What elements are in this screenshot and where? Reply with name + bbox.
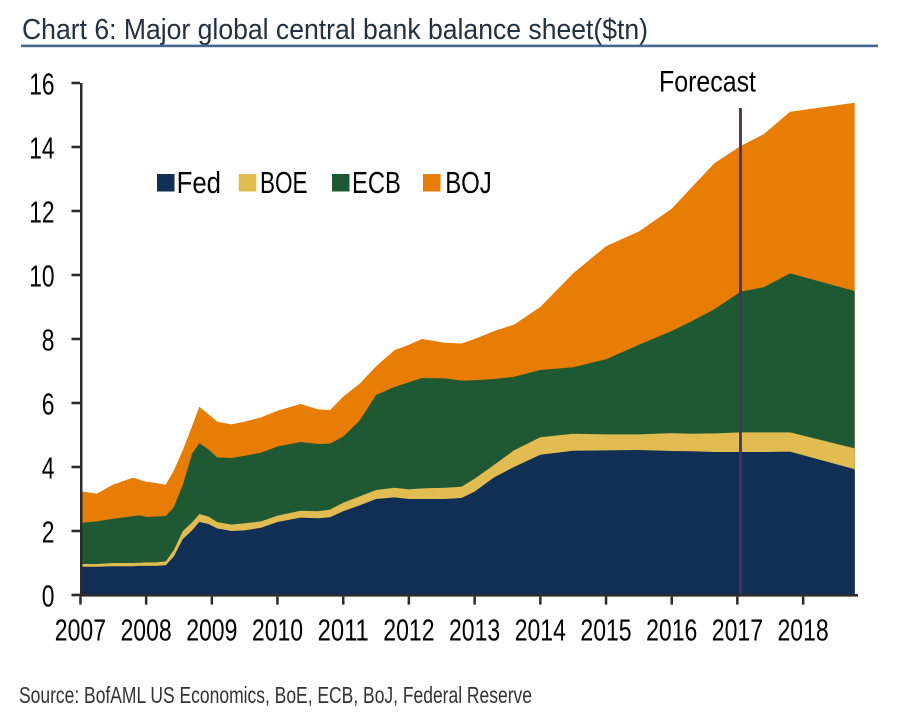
svg-text:2009: 2009 (186, 613, 237, 648)
svg-text:ECB: ECB (352, 166, 401, 200)
svg-text:BOJ: BOJ (445, 166, 492, 200)
svg-text:Chart 6: Major global central: Chart 6: Major global central bank balan… (22, 14, 648, 46)
svg-text:2012: 2012 (383, 613, 434, 648)
svg-text:16: 16 (29, 66, 54, 101)
svg-text:2007: 2007 (55, 613, 106, 648)
svg-text:2015: 2015 (580, 613, 631, 648)
svg-text:2011: 2011 (318, 613, 369, 648)
svg-text:2013: 2013 (449, 613, 500, 648)
svg-text:8: 8 (42, 322, 55, 357)
svg-text:10: 10 (29, 258, 54, 293)
svg-text:Fed: Fed (177, 166, 221, 200)
svg-text:2014: 2014 (515, 613, 566, 648)
svg-text:Source: BofAML US Economics, B: Source: BofAML US Economics, BoE, ECB, B… (19, 682, 532, 708)
svg-text:12: 12 (29, 194, 54, 229)
svg-text:BOE: BOE (260, 166, 308, 200)
svg-text:2: 2 (42, 514, 55, 549)
svg-text:2008: 2008 (121, 613, 172, 648)
svg-text:2016: 2016 (646, 613, 697, 648)
svg-text:2010: 2010 (252, 613, 303, 648)
svg-text:4: 4 (42, 450, 55, 485)
svg-text:14: 14 (29, 130, 54, 165)
svg-text:0: 0 (42, 578, 55, 613)
svg-text:6: 6 (42, 386, 55, 421)
svg-text:Forecast: Forecast (659, 66, 757, 99)
svg-text:2018: 2018 (778, 613, 829, 648)
svg-text:2017: 2017 (712, 613, 763, 648)
